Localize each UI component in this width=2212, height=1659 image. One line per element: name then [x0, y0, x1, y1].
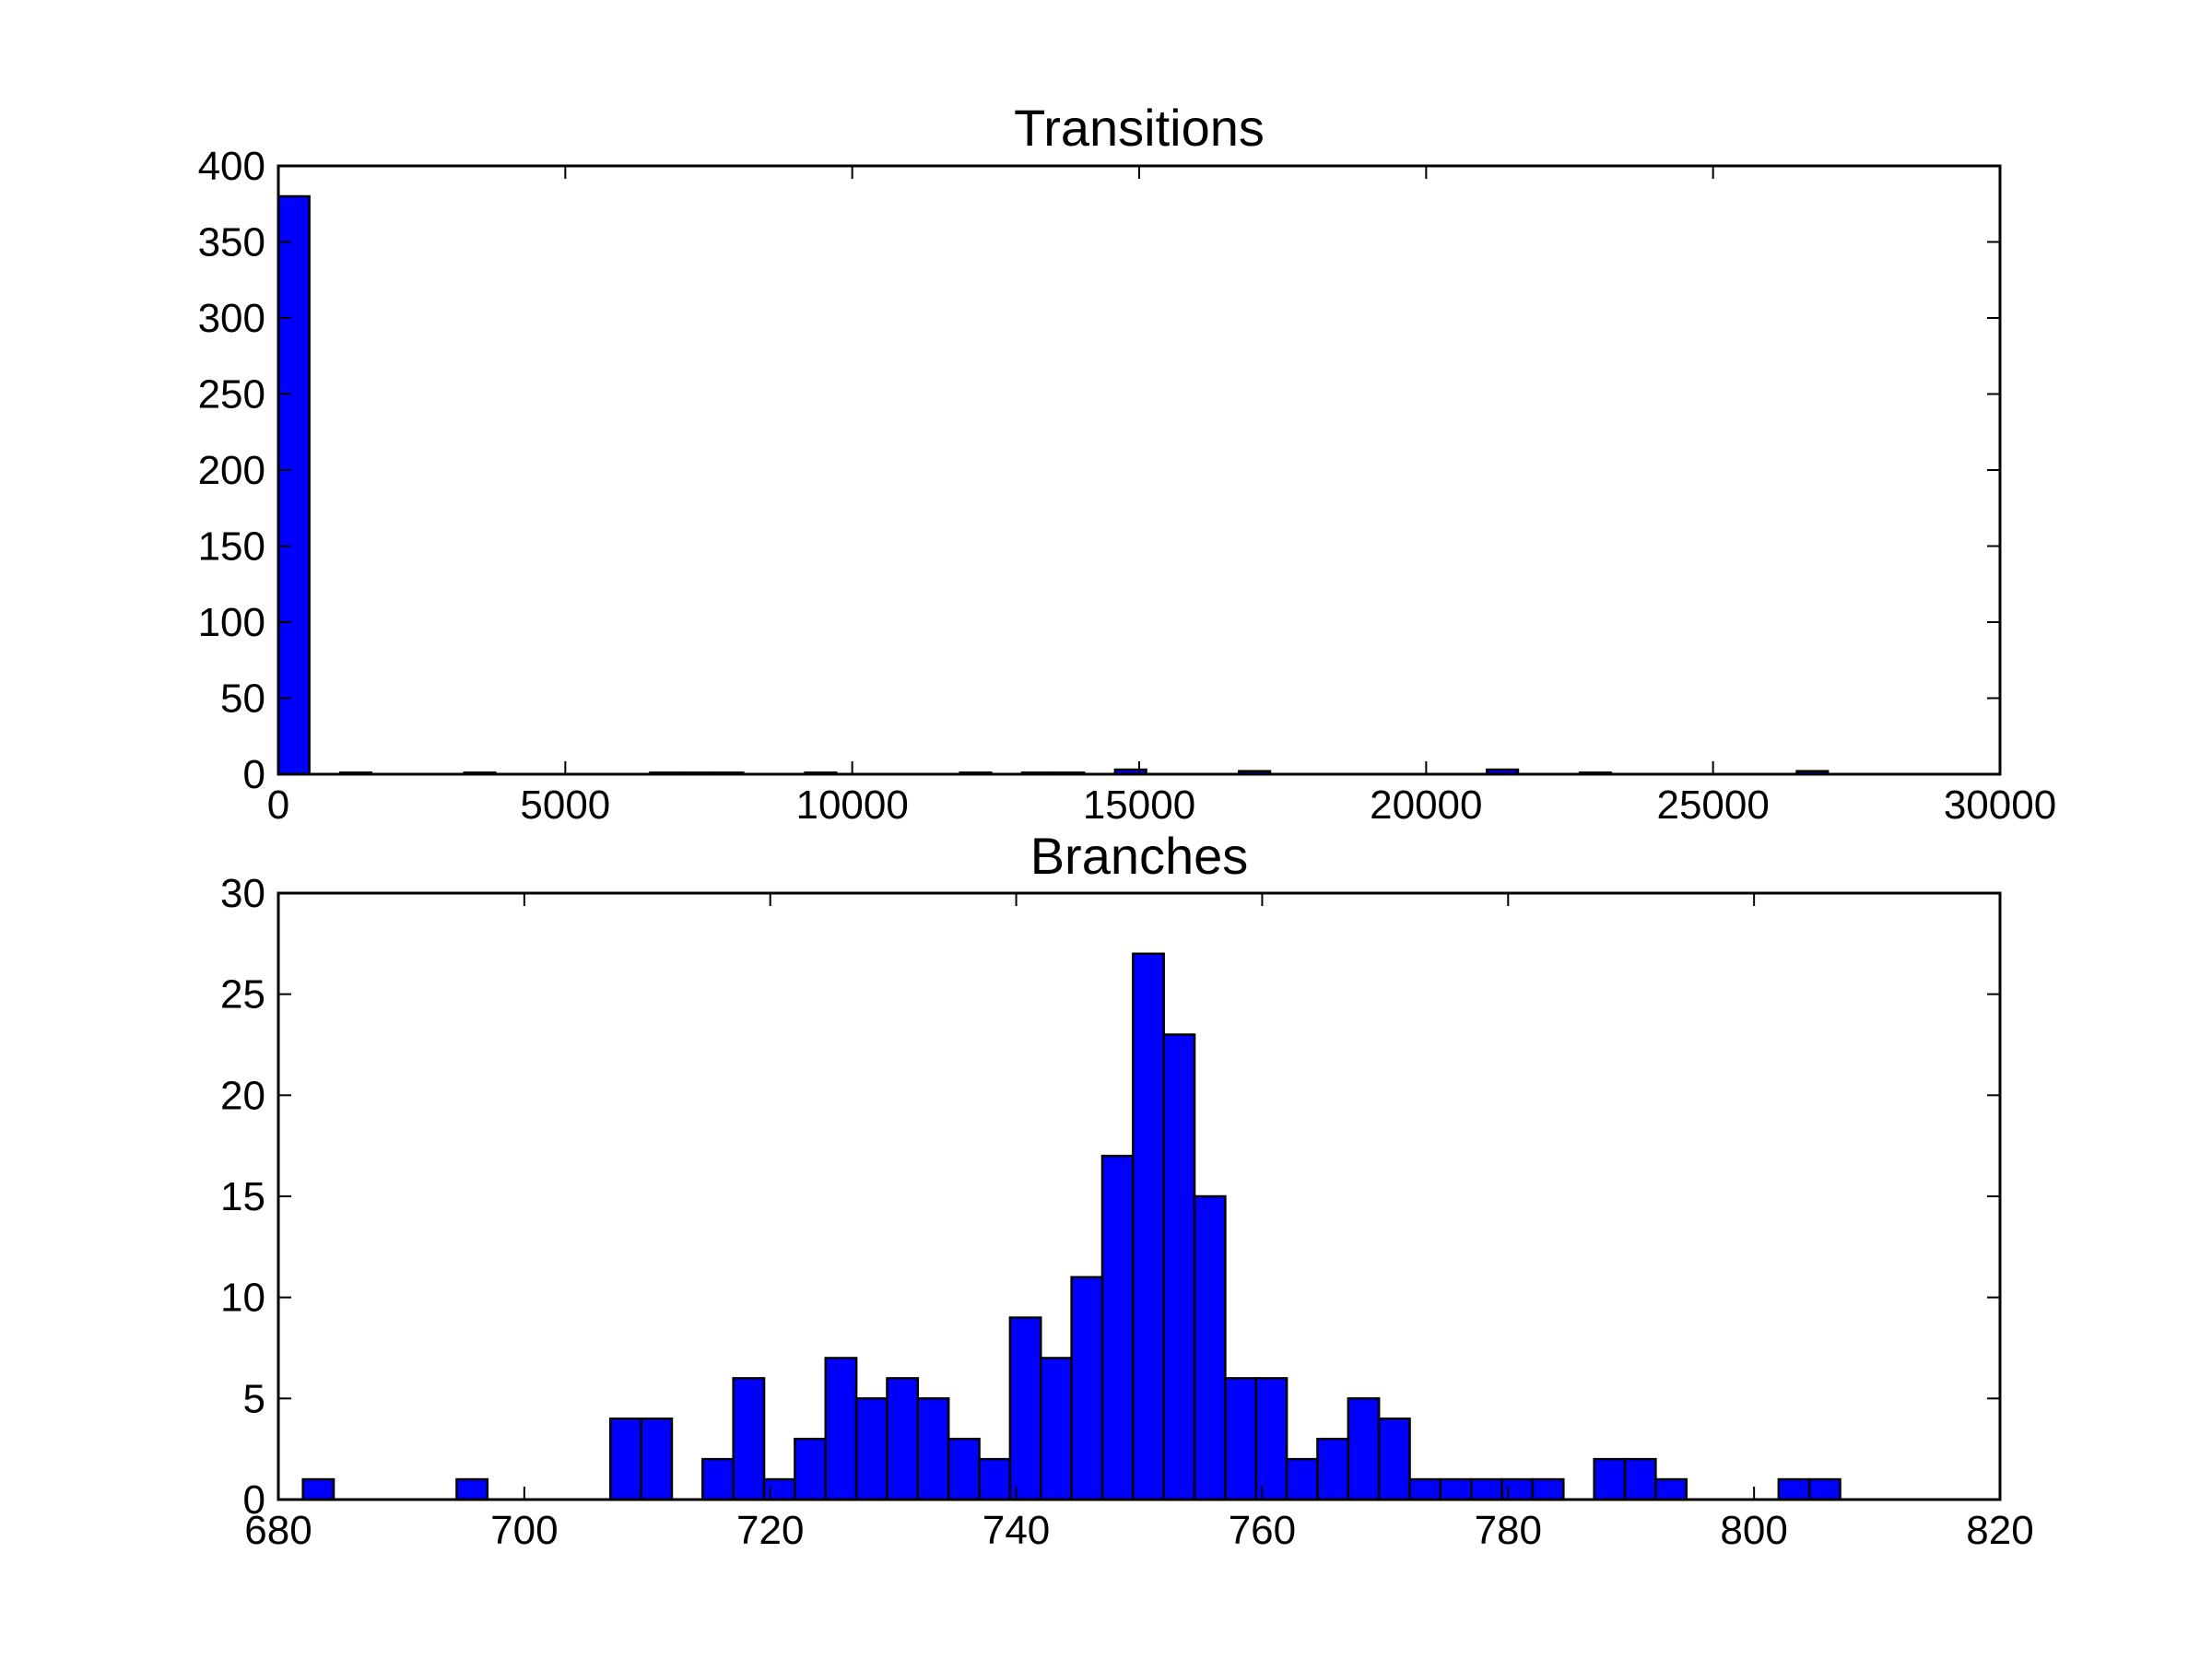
branches-bar [701, 1457, 735, 1501]
transitions-axes-frame [276, 164, 2002, 776]
branches-bar [1008, 1316, 1042, 1501]
branches-bar [1500, 1477, 1535, 1501]
branches-bar [1070, 1276, 1104, 1501]
branches-y-tick-label: 30 [220, 871, 265, 916]
transitions-y-tick-label: 300 [198, 296, 265, 341]
transitions-y-tick-label: 100 [198, 600, 265, 645]
branches-x-tick-label: 820 [1966, 1508, 2033, 1553]
branches-y-tick-label: 0 [243, 1477, 265, 1523]
branches-y-tick-label: 20 [220, 1073, 265, 1118]
transitions-y-tick-label: 200 [198, 448, 265, 493]
transitions-x-tick-label: 20000 [1370, 782, 1482, 828]
transitions-x-tick-label: 30000 [1944, 782, 2056, 828]
branches-panel: Branches 680 700 720 740 760 780 800 820 0 5 10 15 2… [220, 827, 2034, 1553]
branches-x-tick-label: 780 [1475, 1508, 1542, 1553]
transitions-x-tick-label: 0 [267, 782, 289, 828]
transitions-y-tick-label: 350 [198, 220, 265, 265]
branches-y-tick-label: 10 [220, 1276, 265, 1321]
branches-bar [886, 1377, 920, 1501]
branches-bar [1777, 1477, 1811, 1501]
branches-y-tick-label: 5 [243, 1376, 265, 1421]
branches-bar [1654, 1477, 1688, 1501]
branches-bar [1316, 1437, 1350, 1501]
transitions-y-tick-label: 50 [220, 677, 265, 722]
branches-y-tick-label: 25 [220, 972, 265, 1018]
branches-bar [609, 1418, 642, 1501]
branches-bar [1531, 1477, 1565, 1501]
branches-bar [455, 1477, 489, 1501]
branches-bar [947, 1437, 981, 1501]
branches-bar [1470, 1477, 1503, 1501]
branches-bar [640, 1418, 674, 1501]
transitions-y-tick-label: 250 [198, 372, 265, 418]
branches-bar [1408, 1477, 1442, 1501]
branches-bar [978, 1457, 1012, 1501]
transitions-y-tick-label: 400 [198, 144, 265, 189]
branches-bar [732, 1377, 766, 1501]
branches-axes-frame [276, 891, 2002, 1501]
transitions-x-tick-label: 10000 [795, 782, 908, 828]
branches-x-tick-label: 680 [244, 1508, 312, 1553]
transitions-panel: Transitions 0 5000 10000 15000 20000 25000 300… [198, 99, 2057, 828]
branches-bar [824, 1357, 858, 1501]
transitions-bar [276, 194, 311, 776]
branches-bar [794, 1437, 828, 1501]
branches-x-tick-label: 800 [1720, 1508, 1787, 1553]
branches-bar [1254, 1377, 1288, 1501]
branches-bar [301, 1477, 335, 1501]
branches-x-tick-label: 760 [1229, 1508, 1296, 1553]
branches-bar [854, 1397, 888, 1501]
branches-bars [301, 952, 1841, 1501]
transitions-x-tick-label: 5000 [520, 782, 610, 828]
transitions-y-tick-label: 150 [198, 524, 265, 570]
branches-bar [1623, 1457, 1657, 1501]
branches-bar [1100, 1154, 1135, 1501]
branches-bar [1347, 1397, 1381, 1501]
transitions-y-tick-label: 0 [243, 752, 265, 797]
branches-bar [1162, 1033, 1196, 1501]
branches-bar [762, 1477, 796, 1501]
transitions-ticks: 0 5000 10000 15000 20000 25000 30000 0 50 100 150 2… [198, 144, 2057, 828]
branches-ticks: 680 700 720 740 760 780 800 820 0 5 10 15 20 25 30 [220, 871, 2034, 1553]
branches-title: Branches [1030, 827, 1249, 885]
transitions-x-tick-label: 25000 [1656, 782, 1769, 828]
branches-bar [1807, 1477, 1841, 1501]
branches-bar [1224, 1377, 1258, 1501]
branches-x-tick-label: 740 [982, 1508, 1050, 1553]
transitions-title: Transitions [1014, 99, 1265, 157]
branches-bar [1040, 1357, 1073, 1501]
branches-bar [1439, 1477, 1473, 1501]
branches-bar [1193, 1194, 1227, 1501]
branches-x-tick-label: 720 [736, 1508, 804, 1553]
branches-bar [1132, 952, 1165, 1501]
branches-bar [1377, 1418, 1411, 1501]
branches-bar [1285, 1457, 1319, 1501]
transitions-x-tick-label: 15000 [1083, 782, 1195, 828]
branches-bar [916, 1397, 950, 1501]
branches-bar [1593, 1457, 1627, 1501]
branches-x-tick-label: 700 [490, 1508, 558, 1553]
branches-y-tick-label: 15 [220, 1174, 265, 1219]
